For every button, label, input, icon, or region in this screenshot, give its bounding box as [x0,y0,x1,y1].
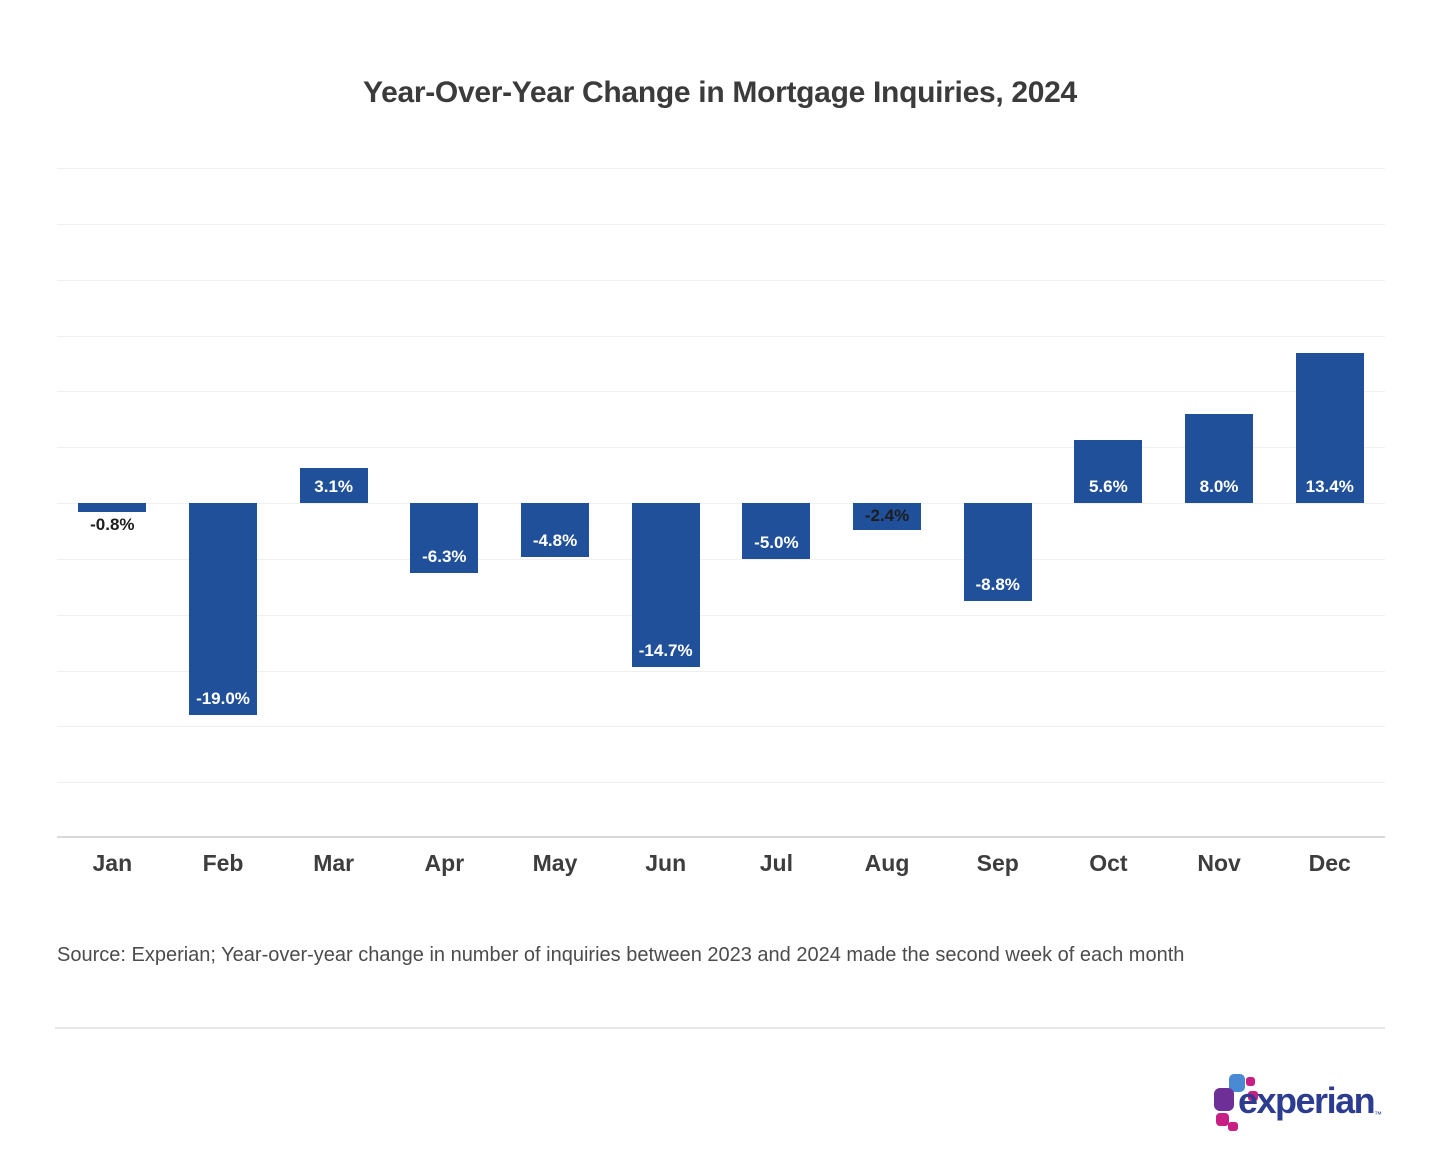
gridline [57,503,1385,504]
gridline [57,168,1385,169]
bar-value-label: 8.0% [1199,477,1239,496]
x-axis-label-jul: Jul [759,850,793,876]
gridline [57,558,1385,560]
gridline [57,726,1385,728]
bar-oct [1074,440,1143,503]
bar-value-label: 3.1% [314,477,354,496]
bar-column-apr: -6.3% [389,168,500,838]
x-axis-label-jan: Jan [92,850,133,876]
bar-aug [853,503,922,530]
bar-value-label: -8.8% [975,575,1020,595]
bar-value-label: -5.0% [754,532,799,552]
x-axis-label-jun: Jun [645,850,687,876]
bar-jul [742,503,811,559]
logo-square-pink-icon [1246,1077,1255,1086]
x-axis-label-sep: Sep [976,850,1019,876]
bar-column-jan: -0.8% [57,168,168,838]
bar-column-jul: -5.0% [721,168,832,838]
experian-wordmark: experian [1238,1080,1376,1121]
bar-feb [189,503,257,716]
gridline [57,614,1385,616]
bar-column-nov: 8.0% [1164,168,1275,838]
x-axis-label-aug: Aug [864,850,910,876]
bar-value-label: -0.8% [90,514,135,534]
x-axis-label-feb: Feb [202,850,244,876]
bar-mar [299,468,368,503]
bar-jan [78,503,147,512]
logo-square-pink-icon [1228,1122,1238,1131]
bar-column-mar: 3.1% [278,168,389,838]
gridline [57,670,1385,672]
bar-may [521,503,590,557]
x-axis-line [57,836,1385,838]
x-axis-label-dec: Dec [1308,850,1351,876]
gridline [57,391,1385,393]
x-axis-label-nov: Nov [1197,850,1241,876]
logo-square-pink-icon [1216,1113,1229,1126]
bar-apr [410,503,479,574]
bar-jun [631,503,700,668]
bar-column-dec: 13.4% [1274,168,1385,838]
bar-column-aug: -2.4% [832,168,943,838]
bar-value-label: -6.3% [422,547,467,567]
gridline [57,335,1385,337]
bar-columns: -0.8% -19.0% 3.1% -6.3% -4.8% -14.7% -5.0% -2.4… [57,168,1385,838]
bar-value-label: 5.6% [1089,477,1128,496]
x-axis-labels: Jan Feb Mar Apr May Jun Jul Aug Sep Oct Nov Dec [57,850,1385,877]
bar-column-feb: -19.0% [168,168,279,838]
bar-value-label: -4.8% [532,530,578,550]
bar-sep [963,503,1032,602]
footer-divider [55,1027,1385,1029]
bar-column-oct: 5.6% [1053,168,1164,838]
bar-value-label: -2.4% [864,506,910,526]
source-note: Source: Experian; Year-over-year change … [57,944,1185,966]
plot-area: -0.8% -19.0% 3.1% -6.3% -4.8% -14.7% -5.0% -2.4… [57,168,1385,838]
bar-dec [1295,353,1364,503]
bar-nov [1185,413,1254,503]
experian-logo: experian ™ [1214,1072,1384,1134]
bar-column-may: -4.8% [500,168,611,838]
gridline [57,279,1385,281]
x-axis-label-oct: Oct [1089,850,1128,876]
logo-square-pink-icon [1248,1091,1258,1101]
gridline [57,447,1385,449]
chart-title: Year-Over-Year Change in Mortgage Inquir… [363,76,1077,109]
gridline [57,782,1385,784]
x-axis-label-may: May [532,850,578,876]
gridline [57,223,1385,225]
x-axis-label-apr: Apr [424,850,465,876]
logo-square-blue-icon [1229,1074,1245,1092]
bar-value-label: 13.4% [1305,477,1354,496]
logo-square-purple-icon [1214,1088,1234,1111]
trademark-symbol: ™ [1374,1110,1382,1119]
x-axis-label-mar: Mar [313,850,355,876]
bar-value-label: -19.0% [196,689,250,709]
bar-value-label: -14.7% [638,641,693,661]
bar-column-sep: -8.8% [942,168,1053,838]
bar-column-jun: -14.7% [610,168,721,838]
